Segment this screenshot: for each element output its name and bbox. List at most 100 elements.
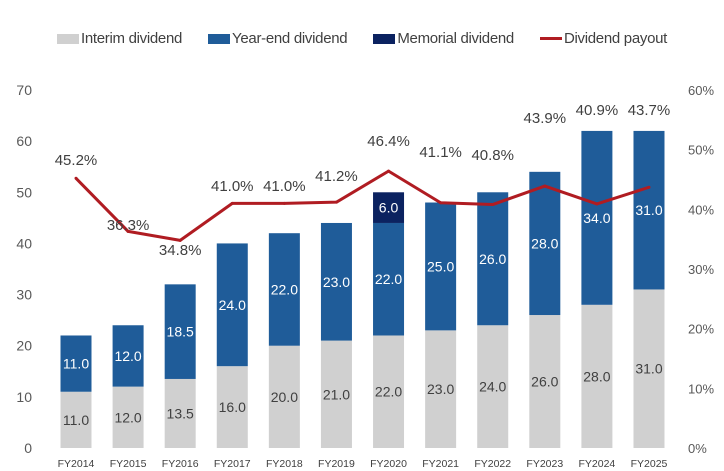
payout-label: 41.0%: [263, 178, 306, 195]
bar-segment: [633, 289, 665, 448]
y2-tick-label: 50%: [688, 143, 714, 158]
payout-point: [439, 201, 443, 205]
bar-value-label: 28.0: [583, 368, 610, 384]
bar-value-label: 6.0: [379, 200, 399, 216]
bar-value-label: 18.5: [167, 324, 194, 340]
x-tick-label: FY2017: [214, 458, 251, 470]
bar-segment: [268, 233, 300, 346]
bar-segment: [529, 315, 561, 448]
y-tick-label: 30: [16, 287, 32, 303]
payout-label: 40.9%: [576, 102, 619, 119]
y-tick-label: 60: [16, 133, 32, 149]
y2-tick-label: 30%: [688, 262, 714, 277]
y-tick-label: 50: [16, 184, 32, 200]
payout-point: [178, 238, 182, 242]
x-tick-label: FY2024: [579, 458, 616, 470]
legend-item-memorial: Memorial dividend: [373, 30, 514, 47]
bar-value-label: 31.0: [635, 202, 662, 218]
y2-tick-label: 40%: [688, 202, 714, 217]
payout-label: 36.3%: [107, 217, 150, 234]
y2-tick-label: 60%: [688, 83, 714, 98]
bar-value-label: 20.0: [271, 389, 298, 405]
payout-label: 43.9%: [524, 110, 567, 127]
bar-segment: [477, 192, 509, 326]
payout-point: [74, 176, 78, 180]
bar-segment: [112, 386, 144, 448]
bar-segment: [373, 222, 405, 336]
bar-segment: [60, 391, 92, 448]
payout-point: [491, 203, 495, 207]
bar-value-label: 12.0: [114, 348, 141, 364]
payout-label: 41.2%: [315, 168, 358, 185]
legend-label: Interim dividend: [80, 30, 183, 47]
bar-segment: [581, 130, 613, 305]
payout-label: 41.1%: [419, 144, 462, 161]
y-tick-label: 0: [24, 440, 32, 456]
legend-swatch: [373, 33, 396, 44]
legend-label: Memorial dividend: [397, 30, 514, 47]
x-tick-label: FY2021: [422, 458, 459, 470]
payout-point: [543, 184, 547, 188]
bar-value-label: 12.0: [114, 409, 141, 425]
bar-value-label: 28.0: [531, 235, 558, 251]
legend-item-year-end: Year-end dividend: [208, 30, 348, 47]
payout-point: [126, 229, 130, 233]
legend-item-interim: Interim dividend: [56, 30, 183, 47]
legend-label: Year-end dividend: [232, 30, 348, 47]
bar-segment: [373, 192, 405, 223]
payout-label: 34.8%: [159, 242, 202, 259]
bar-segment: [268, 345, 300, 448]
legend-swatch: [539, 37, 562, 40]
x-tick-label: FY2016: [162, 458, 199, 470]
bar-value-label: 11.0: [63, 356, 89, 372]
bar-value-label: 23.0: [427, 381, 454, 397]
payout-point: [647, 185, 651, 189]
payout-label: 40.8%: [471, 147, 514, 164]
bar-segment: [60, 335, 92, 392]
bar-segment: [164, 378, 196, 448]
bar-value-label: 23.0: [323, 274, 350, 290]
bar-segment: [164, 284, 196, 379]
x-tick-label: FY2019: [318, 458, 355, 470]
bar-value-label: 24.0: [219, 297, 246, 313]
x-tick-label: FY2022: [474, 458, 511, 470]
bar-segment: [633, 130, 665, 290]
bar-segment: [477, 325, 509, 448]
bar-segment: [112, 325, 144, 387]
bar-segment: [529, 171, 561, 316]
bar-value-label: 25.0: [427, 258, 454, 274]
bar-segment: [216, 243, 248, 367]
bar-value-label: 22.0: [271, 281, 298, 297]
bar-value-label: 26.0: [531, 374, 558, 390]
legend-swatch: [56, 33, 79, 44]
payout-label: 46.4%: [367, 133, 410, 150]
legend: Interim dividend Year-end dividend Memor…: [0, 30, 724, 47]
payout-point: [230, 201, 234, 205]
payout-point: [282, 201, 286, 205]
bar-value-label: 21.0: [323, 386, 350, 402]
bar-segment: [320, 222, 352, 341]
bar-segment: [581, 304, 613, 448]
bar-value-label: 16.0: [219, 399, 246, 415]
payout-line: [74, 169, 650, 242]
x-tick-label: FY2025: [631, 458, 668, 470]
payout-label: 45.2%: [55, 152, 98, 169]
payout-point: [334, 200, 338, 204]
bar-value-label: 24.0: [479, 379, 506, 395]
payout-point: [595, 202, 599, 206]
bar-value-label: 26.0: [479, 251, 506, 267]
bar-segment: [216, 366, 248, 448]
y-tick-label: 10: [16, 389, 32, 405]
bar-value-label: 11.0: [63, 412, 89, 428]
bar-segment: [425, 202, 457, 331]
x-tick-label: FY2018: [266, 458, 303, 470]
x-tick-label: FY2015: [110, 458, 147, 470]
legend-swatch: [208, 33, 231, 44]
y2-tick-label: 10%: [688, 381, 714, 396]
y-tick-label: 40: [16, 235, 32, 251]
legend-item-payout: Dividend payout: [539, 30, 667, 47]
y-tick-label: 70: [16, 82, 32, 98]
payout-label: 43.7%: [628, 102, 671, 119]
